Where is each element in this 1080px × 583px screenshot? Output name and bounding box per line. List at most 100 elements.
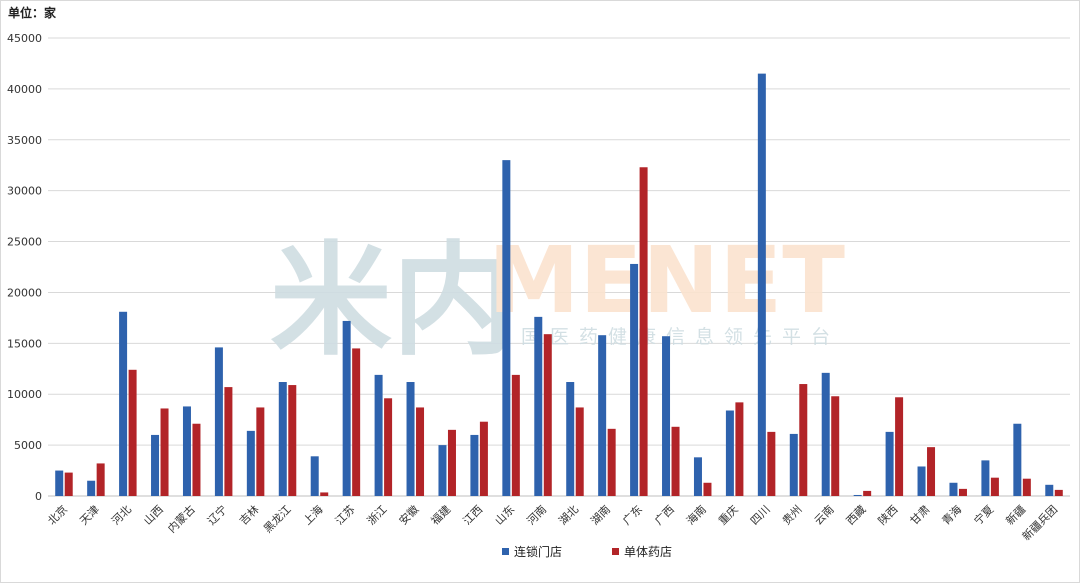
x-tick-label: 广西 — [652, 503, 677, 528]
bar-single — [479, 421, 488, 496]
x-tick-label: 江苏 — [333, 503, 358, 528]
legend-label: 单体药店 — [624, 545, 672, 559]
y-tick-label: 40000 — [7, 83, 42, 96]
bar-single — [224, 387, 233, 496]
bar-single — [639, 167, 648, 496]
bar-chain — [438, 445, 447, 496]
bar-single — [1022, 478, 1031, 496]
bar-chain — [917, 466, 926, 496]
bar-chain — [981, 460, 990, 496]
legend-swatch — [612, 548, 619, 555]
bar-single — [863, 490, 872, 496]
x-tick-label: 海南 — [683, 502, 708, 527]
x-tick-label: 云南 — [812, 503, 837, 528]
y-tick-label: 0 — [35, 490, 42, 503]
bar-single — [160, 408, 169, 496]
bar-chain — [789, 433, 798, 496]
x-tick-label: 黑龙江 — [261, 503, 294, 536]
bar-chain — [949, 482, 958, 496]
bar-single — [352, 348, 361, 496]
y-tick-label: 10000 — [7, 388, 42, 401]
bar-chain — [374, 374, 383, 496]
x-tick-label: 湖北 — [556, 503, 581, 528]
bar-chain — [310, 456, 319, 496]
x-tick-label: 新疆 — [1003, 502, 1028, 527]
bar-chain — [502, 160, 511, 496]
watermark-brand-cn: 米内 — [270, 230, 514, 372]
bar-chain — [119, 311, 128, 496]
x-axis-labels: 北京 天津 河北 山西 内蒙古 辽宁 吉林 黑龙江 上海 江苏 浙江 安徽 福建 江西 山东 河南 湖北 湖南 广东… — [45, 502, 1061, 543]
unit-label: 单位：家 — [8, 6, 57, 20]
bar-single — [831, 396, 840, 496]
legend-swatch — [502, 548, 509, 555]
x-tick-label: 内蒙古 — [165, 502, 198, 535]
y-tick-label: 35000 — [7, 134, 42, 147]
x-tick-label: 辽宁 — [204, 502, 229, 527]
legend-label: 连锁门店 — [514, 544, 562, 559]
x-tick-label: 河南 — [524, 503, 549, 528]
y-axis-ticks: 0 5000 10000 15000 20000 25000 30000 35000 40000… — [7, 32, 42, 503]
bar-chain — [470, 434, 479, 496]
watermark-tagline: 中国医药健康信息领先平台 — [492, 326, 840, 348]
bar-single — [64, 472, 73, 496]
bar-single — [958, 488, 967, 496]
bar-chain — [214, 347, 223, 496]
bar-chain — [182, 406, 191, 496]
x-tick-label: 山东 — [492, 503, 517, 528]
bar-chain — [151, 434, 160, 496]
bar-single — [447, 429, 456, 496]
watermark-brand-en: MENET — [488, 227, 845, 334]
x-tick-label: 甘肃 — [908, 503, 933, 528]
bar-chain — [885, 431, 894, 496]
x-tick-label: 四川 — [748, 503, 773, 528]
bar-single — [799, 384, 808, 496]
y-tick-label: 45000 — [7, 32, 42, 45]
bar-single — [256, 407, 265, 496]
x-tick-label: 上海 — [300, 502, 325, 527]
bar-single — [671, 426, 680, 496]
bars — [55, 73, 1063, 496]
x-tick-label: 河北 — [109, 503, 134, 528]
bar-single — [416, 407, 425, 496]
x-tick-label: 陕西 — [875, 502, 900, 527]
bar-single — [96, 463, 105, 496]
bar-single — [895, 397, 904, 496]
bar-chain — [662, 336, 671, 496]
x-tick-label: 宁夏 — [971, 502, 996, 527]
x-tick-label: 天津 — [77, 503, 102, 528]
bar-chain — [55, 470, 64, 496]
bar-chain — [1045, 484, 1054, 496]
x-tick-label: 北京 — [45, 502, 70, 527]
bar-single — [575, 407, 584, 496]
x-tick-label: 广东 — [620, 503, 645, 528]
bar-single — [288, 385, 297, 496]
x-tick-label: 福建 — [428, 502, 453, 527]
bar-chain — [278, 382, 287, 496]
bar-single — [927, 447, 936, 496]
bar-chain — [566, 382, 575, 496]
bar-single — [703, 482, 712, 496]
bar-single — [1054, 489, 1063, 496]
bar-chain — [725, 410, 734, 496]
bar-chain — [87, 480, 96, 496]
bar-single — [607, 428, 616, 496]
watermark: 米内 MENET 中国医药健康信息领先平台 — [270, 227, 845, 372]
bar-single — [767, 431, 776, 496]
bar-single — [192, 423, 201, 496]
bar-chain — [853, 494, 862, 496]
x-tick-label: 吉林 — [236, 502, 261, 527]
bar-chain — [406, 382, 415, 496]
x-tick-label: 新疆兵团 — [1019, 502, 1060, 543]
x-tick-label: 江西 — [461, 503, 486, 528]
y-tick-label: 30000 — [7, 185, 42, 198]
bar-single — [511, 374, 520, 496]
bar-chain — [693, 457, 702, 496]
bar-chain — [534, 316, 543, 496]
bar-chain — [342, 320, 351, 496]
x-tick-label: 湖南 — [588, 503, 613, 528]
bar-single — [384, 398, 393, 496]
bar-chain — [598, 335, 607, 496]
bar-single — [543, 334, 552, 496]
x-tick-label: 浙江 — [365, 503, 390, 528]
